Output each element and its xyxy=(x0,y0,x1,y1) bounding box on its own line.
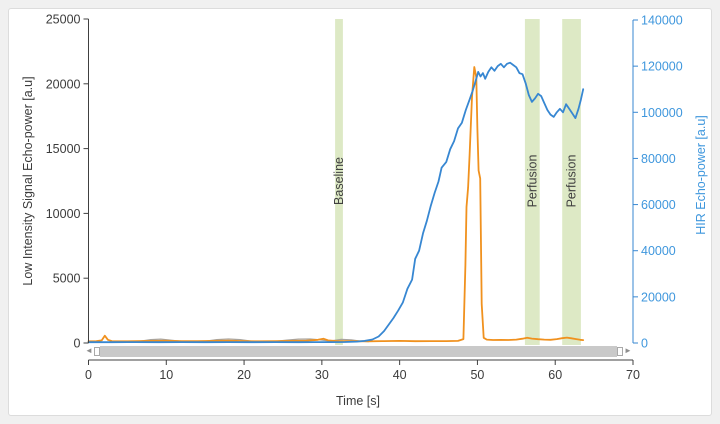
left-axis-tick-label: 0 xyxy=(74,337,81,351)
left-axis-tick-label: 20000 xyxy=(46,77,81,91)
annotation-band xyxy=(562,19,581,345)
right-axis-tick-label: 0 xyxy=(641,337,648,351)
right-axis-tick-label: 80000 xyxy=(641,152,676,166)
x-axis-tick-label: 30 xyxy=(315,368,329,382)
left-axis-tick-label: 5000 xyxy=(53,272,81,286)
left-axis-tick-label: 15000 xyxy=(46,142,81,156)
low-intensity-signal-line xyxy=(87,66,585,343)
right-axis-tick-label: 40000 xyxy=(641,244,676,258)
right-axis-tick-label: 120000 xyxy=(641,60,683,74)
scroll-right-arrow-icon[interactable]: ► xyxy=(624,346,632,355)
x-axis-tick-label: 20 xyxy=(237,368,251,382)
x-axis-tick-label: 10 xyxy=(159,368,173,382)
x-axis-tick-label: 70 xyxy=(626,368,640,382)
time-scrollbar[interactable]: ◄ ► xyxy=(84,345,633,357)
annotation-band xyxy=(335,19,343,345)
scroll-left-arrow-icon[interactable]: ◄ xyxy=(85,346,93,355)
left-axis-tick-label: 10000 xyxy=(46,207,81,221)
right-axis-tick-label: 100000 xyxy=(641,106,683,120)
annotation-label: Perfusion xyxy=(565,155,579,208)
annotation-band xyxy=(524,19,540,345)
x-axis-tick-label: 40 xyxy=(393,368,407,382)
x-axis-title: Time [s] xyxy=(336,394,380,408)
scrollbar-right-handle[interactable] xyxy=(617,346,623,356)
x-axis-tick-label: 50 xyxy=(470,368,484,382)
left-axis-tick-label: 25000 xyxy=(46,13,81,27)
right-axis-tick-label: 140000 xyxy=(641,14,683,28)
annotation-label: Baseline xyxy=(332,157,346,205)
scrollbar-left-handle[interactable] xyxy=(94,346,100,356)
right-axis-tick-label: 60000 xyxy=(641,198,676,212)
x-axis-tick-label: 60 xyxy=(548,368,562,382)
right-axis-tick-label: 20000 xyxy=(641,290,676,304)
annotation-label: Perfusion xyxy=(525,155,539,208)
x-axis-tick-label: 0 xyxy=(85,368,92,382)
hir-echo-power-line xyxy=(87,61,585,344)
scrollbar-thumb[interactable] xyxy=(100,345,617,357)
